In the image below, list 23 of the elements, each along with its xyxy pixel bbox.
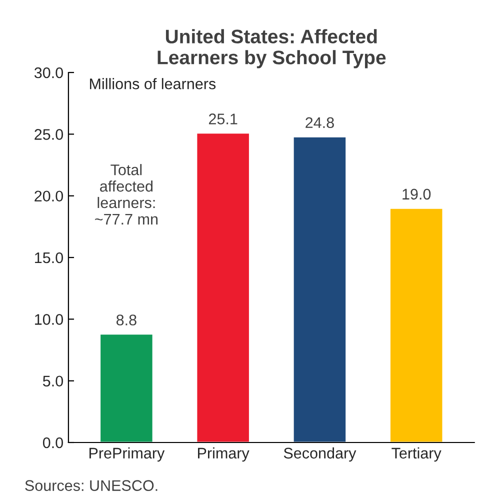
bar — [196, 132, 250, 442]
data-label: 24.8 — [306, 117, 334, 128]
y-axis-title: Millions of learners — [90, 78, 216, 90]
annotation: Total affected learners: ~77.7 mn — [95, 164, 158, 224]
x-tick-label: Primary — [198, 447, 250, 462]
bar — [99, 333, 154, 442]
y-tick-label: 25.0 — [34, 129, 64, 140]
y-tick-label: 20.0 — [34, 190, 64, 202]
y-tick-label: 0.0 — [42, 437, 64, 448]
data-label: 25.1 — [208, 114, 238, 124]
data-label: 19.0 — [402, 188, 431, 200]
bar — [292, 136, 347, 442]
chart-title: United States: Affected Learners by School Type — [158, 29, 386, 68]
source-note: Sources: UNESCO. — [25, 480, 158, 491]
y-tick-label: 10.0 — [35, 314, 64, 325]
y-tick-label: 15.0 — [35, 252, 64, 264]
y-tick-label: 5.0 — [42, 376, 64, 387]
y-tick-label: 30.0 — [34, 67, 64, 78]
data-label: 8.8 — [116, 314, 136, 326]
x-tick-label: Secondary — [284, 447, 356, 462]
x-tick-label: PrePrimary — [90, 447, 165, 462]
bar — [389, 207, 444, 442]
x-tick-label: Tertiary — [392, 447, 442, 462]
